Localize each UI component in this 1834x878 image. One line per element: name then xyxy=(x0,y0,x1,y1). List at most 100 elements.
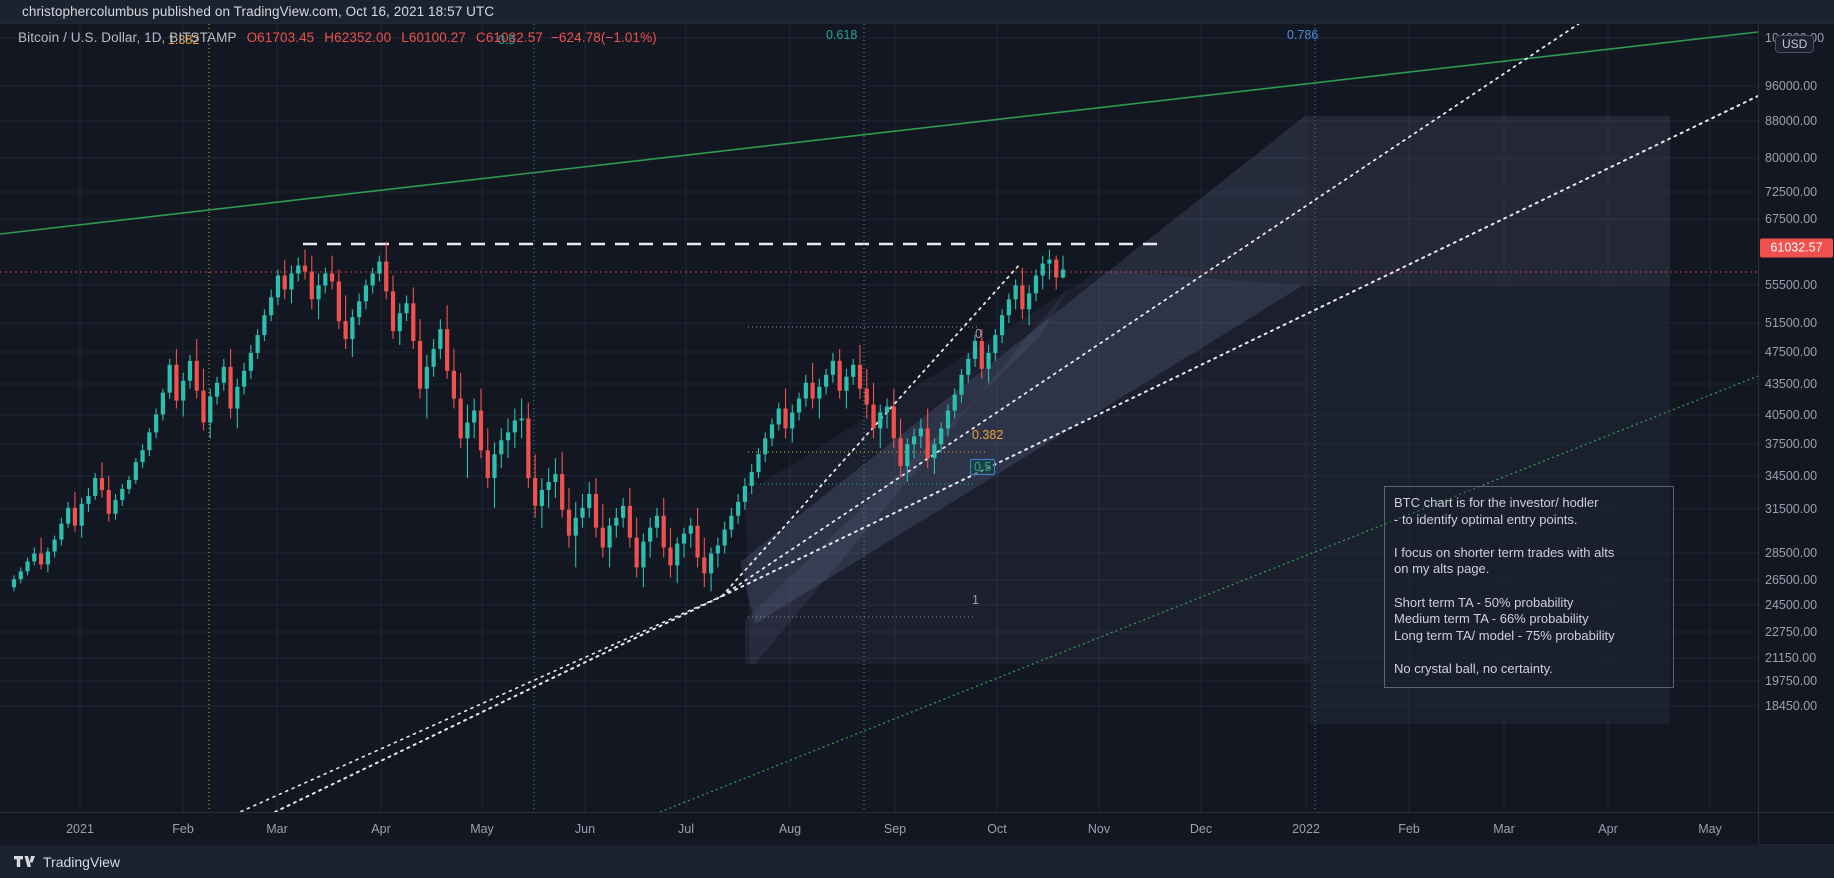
candle-body xyxy=(939,428,944,445)
candle-body xyxy=(979,341,984,369)
candle-body xyxy=(918,428,923,437)
candle-body xyxy=(512,420,517,433)
fib-0618-label[interactable]: 0.618 xyxy=(826,28,858,42)
candle-body xyxy=(830,360,835,375)
white-dotted-trendline-main[interactable] xyxy=(274,95,1758,812)
time-tick: Mar xyxy=(266,822,288,836)
candle-body xyxy=(343,321,348,340)
green-trendline-upper[interactable] xyxy=(0,31,1758,235)
candle-body xyxy=(187,360,193,381)
candle-body xyxy=(86,495,91,504)
candle-body xyxy=(634,537,639,568)
price-tick: 47500.00 xyxy=(1765,345,1818,359)
fib-0-label[interactable]: 0 xyxy=(975,327,982,341)
candle-body xyxy=(296,265,301,274)
legend-close-value: 61032.57 xyxy=(485,30,543,45)
publish-bar: christophercolumbus published on Trading… xyxy=(0,0,1834,24)
chart-plot-area[interactable]: 0.618 0.786 0 0.382 0.5 1 1.382 0.5 xyxy=(0,24,1758,812)
candle-body xyxy=(79,503,84,526)
time-tick: Oct xyxy=(987,822,1007,836)
candle-body xyxy=(952,394,957,411)
time-tick: Jun xyxy=(574,822,596,836)
candle-body xyxy=(32,553,37,562)
candle-body xyxy=(1006,299,1011,316)
time-axis[interactable]: 2021 Feb Mar Apr May Jun Jul Aug Sep Oct Nov Dec 202… xyxy=(0,812,1758,845)
candle-body xyxy=(844,376,849,391)
price-axis[interactable]: 104000.0096000.0088000.0080000.0072500.0… xyxy=(1758,24,1834,812)
legend-change: −624.78 xyxy=(550,30,601,45)
candle-body xyxy=(966,358,971,375)
candle-body xyxy=(336,281,341,322)
fib-0382-label[interactable]: 0.382 xyxy=(972,428,1004,442)
candle-body xyxy=(248,352,253,371)
candle-body xyxy=(546,482,551,490)
rising-channel-lower-shape[interactable] xyxy=(745,270,1310,664)
fib-1-label[interactable]: 1 xyxy=(972,593,979,607)
fib-0786-label[interactable]: 0.786 xyxy=(1287,28,1319,42)
candle-body xyxy=(289,273,294,290)
white-dotted-trendline-wedge-lower[interactable] xyxy=(721,24,1758,597)
legend-symbol[interactable]: Bitcoin / U.S. Dollar, 1D, BITSTAMP xyxy=(18,30,237,45)
candle-body xyxy=(262,315,267,336)
candle-body xyxy=(864,388,869,405)
currency-badge[interactable]: USD xyxy=(1775,35,1815,53)
channel-lower-extension-shape[interactable] xyxy=(1310,286,1670,724)
candle-body xyxy=(986,352,991,369)
fib-05-top-label[interactable]: 0.5 xyxy=(498,33,516,47)
candlestick-series[interactable] xyxy=(11,241,1066,592)
candle-body xyxy=(465,422,470,439)
candle-body xyxy=(505,432,511,441)
tradingview-logo[interactable]: TradingView xyxy=(14,854,120,870)
rising-channel-upper-shape[interactable] xyxy=(740,116,1305,624)
candle-body xyxy=(357,301,362,318)
candle-body xyxy=(181,380,186,401)
candle-body xyxy=(329,273,335,282)
chart-canvas xyxy=(0,24,1758,812)
price-tick: 24500.00 xyxy=(1765,598,1818,612)
channel-extension-shape[interactable] xyxy=(1305,116,1670,286)
candle-body xyxy=(350,317,355,340)
price-tick: 40500.00 xyxy=(1765,408,1818,422)
candle-body xyxy=(614,517,619,526)
candle-body xyxy=(533,478,538,506)
candle-body xyxy=(519,418,524,421)
candle-body xyxy=(580,507,585,518)
white-dotted-trendline-wedge-upper[interactable] xyxy=(721,263,1021,597)
candle-body xyxy=(424,366,429,389)
fib-05-label[interactable]: 0.5 xyxy=(970,459,996,475)
candle-body xyxy=(932,444,937,459)
price-tick: 55500.00 xyxy=(1765,278,1818,292)
candle-body xyxy=(201,390,206,423)
green-trendline-lower[interactable] xyxy=(659,375,1758,812)
candle-body xyxy=(458,398,463,439)
candle-body xyxy=(1033,275,1039,294)
candle-body xyxy=(776,408,781,425)
price-tick: 67500.00 xyxy=(1765,212,1818,226)
candle-body xyxy=(783,408,788,429)
candle-body xyxy=(174,364,179,401)
candle-body xyxy=(499,440,504,455)
publish-text: christophercolumbus published on Trading… xyxy=(22,4,495,19)
candle-body xyxy=(147,432,152,451)
candle-body xyxy=(857,364,863,389)
candle-body xyxy=(126,480,132,489)
candle-body xyxy=(323,273,328,286)
time-tick: 2022 xyxy=(1292,822,1320,836)
time-tick: Apr xyxy=(371,822,391,836)
candle-body xyxy=(208,396,213,423)
candle-body xyxy=(52,539,57,552)
price-tick: 26500.00 xyxy=(1765,573,1818,587)
candle-body xyxy=(242,370,247,387)
candle-body xyxy=(167,364,172,393)
candle-body xyxy=(431,348,436,367)
candle-body xyxy=(999,315,1005,336)
fib-1382-label[interactable]: 1.382 xyxy=(168,33,200,47)
candle-body xyxy=(11,579,17,588)
candle-body xyxy=(1047,259,1052,264)
candle-body xyxy=(492,454,497,479)
candle-body xyxy=(485,450,490,479)
candle-body xyxy=(363,285,369,302)
candle-body xyxy=(722,529,727,546)
candle-body xyxy=(316,285,321,300)
annotation-note-box[interactable]: BTC chart is for the investor/ hodler - … xyxy=(1384,486,1674,688)
